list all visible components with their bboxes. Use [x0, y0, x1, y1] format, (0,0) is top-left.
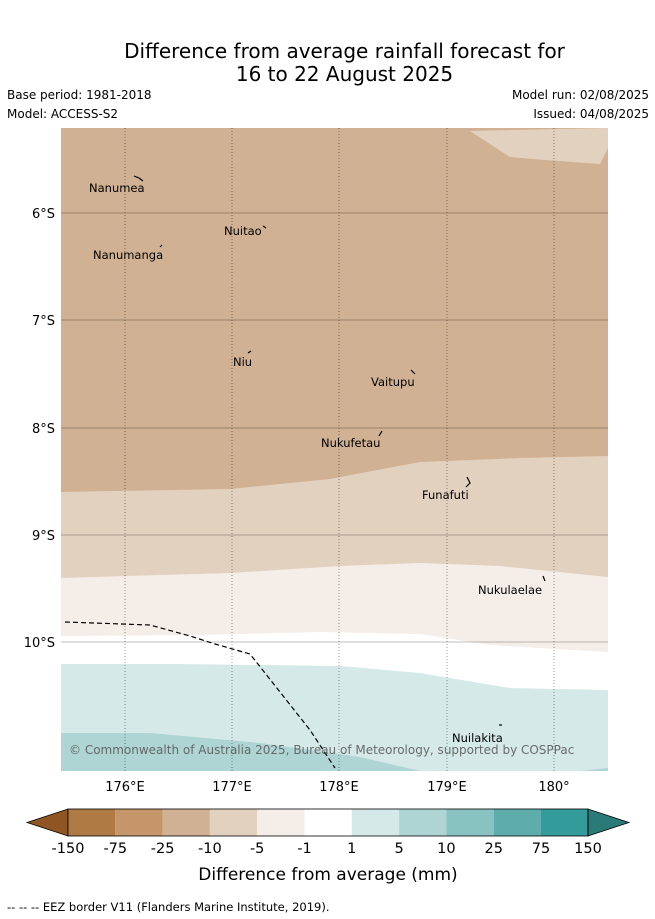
island-nukufetau-shape — [378, 430, 383, 437]
colorbar-segment-5 — [257, 809, 305, 836]
island-niu-shape — [247, 350, 252, 354]
colorbar-segment-8 — [399, 809, 447, 836]
longitude-labels: 176°E 177°E 178°E 179°E 180° — [105, 780, 569, 795]
island-shapes — [133, 175, 546, 726]
colorbar-segment-9 — [446, 809, 494, 836]
place-label-nukufetau: Nukufetau — [321, 436, 380, 450]
lon-label-177e: 177°E — [212, 780, 252, 795]
lon-label-179e: 179°E — [427, 780, 467, 795]
colorbar-segment-4 — [209, 809, 258, 836]
lat-label-10s: 10°S — [24, 636, 55, 651]
colorbar-tick-label: 75 — [532, 841, 550, 857]
colorbar-title: Difference from average (mm) — [198, 865, 457, 885]
band-plus-5-to-10-east — [580, 768, 608, 771]
map-area: Nanumea Nuitao Nanumanga Niu Vaitupu Nuk… — [61, 128, 608, 771]
island-nanumea-shape — [133, 175, 144, 182]
colorbar-tick-label: 5 — [394, 841, 403, 857]
island-funafuti-shape — [465, 476, 471, 488]
lon-label-176e: 176°E — [105, 780, 145, 795]
colorbar-segment-7 — [351, 809, 400, 836]
island-nukulaelae-shape — [542, 575, 546, 582]
colorbar-tick-label: -5 — [250, 841, 264, 857]
island-nuitao-shape — [262, 225, 267, 229]
place-label-vaitupu: Vaitupu — [371, 375, 415, 389]
longitude-gridlines — [124, 128, 555, 771]
place-label-funafuti: Funafuti — [422, 488, 469, 502]
colorbar-outline — [67, 808, 589, 837]
drier-patch-northeast — [470, 128, 608, 164]
title-line-2: 16 to 22 August 2025 — [235, 62, 454, 86]
colorbar-tick-label: 10 — [437, 841, 455, 857]
copyright-notice: © Commonwealth of Australia 2025, Bureau… — [69, 743, 574, 757]
lat-label-8s: 8°S — [32, 422, 55, 437]
colorbar-tick-label: -75 — [103, 841, 127, 857]
eez-footnote: -- -- -- EEZ border V11 (Flanders Marine… — [7, 900, 330, 914]
place-label-nukulaelae: Nukulaelae — [478, 583, 542, 597]
colorbar-extend-low — [25, 808, 69, 837]
title-line-1: Difference from average rainfall forecas… — [124, 39, 565, 63]
place-label-nuilakita: Nuilakita — [452, 731, 503, 745]
colorbar-tick-label: -1 — [297, 841, 311, 857]
colorbar-tick-label: 150 — [574, 841, 602, 857]
lat-label-7s: 7°S — [32, 314, 55, 329]
model-run-label: Model run: 02/08/2025 — [511, 88, 649, 102]
eez-border-line — [64, 621, 336, 769]
place-label-nanumanga: Nanumanga — [93, 248, 163, 262]
latitude-gridlines — [61, 212, 608, 643]
island-vaitupu-shape — [410, 369, 416, 375]
colorbar-extend-high — [587, 808, 631, 837]
colorbar-segment-1 — [68, 809, 116, 836]
place-label-nuitao: Nuitao — [224, 224, 262, 238]
latitude-labels: 6°S 7°S 8°S 9°S 10°S — [24, 207, 55, 651]
colorbar-segment-10 — [493, 809, 541, 836]
colorbar-segment-2 — [115, 809, 163, 836]
lon-label-180: 180° — [538, 780, 569, 795]
colorbar-tick-label: 25 — [484, 841, 502, 857]
lat-label-6s: 6°S — [32, 207, 55, 222]
issued-label: Issued: 04/08/2025 — [533, 107, 649, 121]
colorbar-segment-3 — [162, 809, 210, 836]
lon-label-178e: 178°E — [319, 780, 359, 795]
base-period-label: Base period: 1981-2018 — [7, 88, 152, 102]
colorbar-tick-label: -25 — [151, 841, 175, 857]
colorbar-tick-label: -10 — [198, 841, 222, 857]
colorbar-tick-label: -150 — [52, 841, 85, 857]
colorbar-tick-label: 1 — [347, 841, 356, 857]
place-labels: Nanumea Nuitao Nanumanga Niu Vaitupu Nuk… — [89, 181, 542, 745]
model-label: Model: ACCESS-S2 — [7, 107, 119, 121]
place-label-nanumea: Nanumea — [89, 181, 145, 195]
colorbar-tick-labels: -150 -75 -25 -10 -5 -1 1 5 10 25 75 150 — [52, 841, 602, 857]
colorbar-segment-6 — [304, 809, 352, 836]
chart-title: Difference from average rainfall forecas… — [0, 40, 655, 86]
lat-label-9s: 9°S — [32, 529, 55, 544]
colorbar-segment-11 — [541, 809, 588, 836]
place-label-niu: Niu — [233, 355, 252, 369]
colorbar — [25, 808, 631, 837]
island-nanumanga-shape — [159, 244, 163, 248]
